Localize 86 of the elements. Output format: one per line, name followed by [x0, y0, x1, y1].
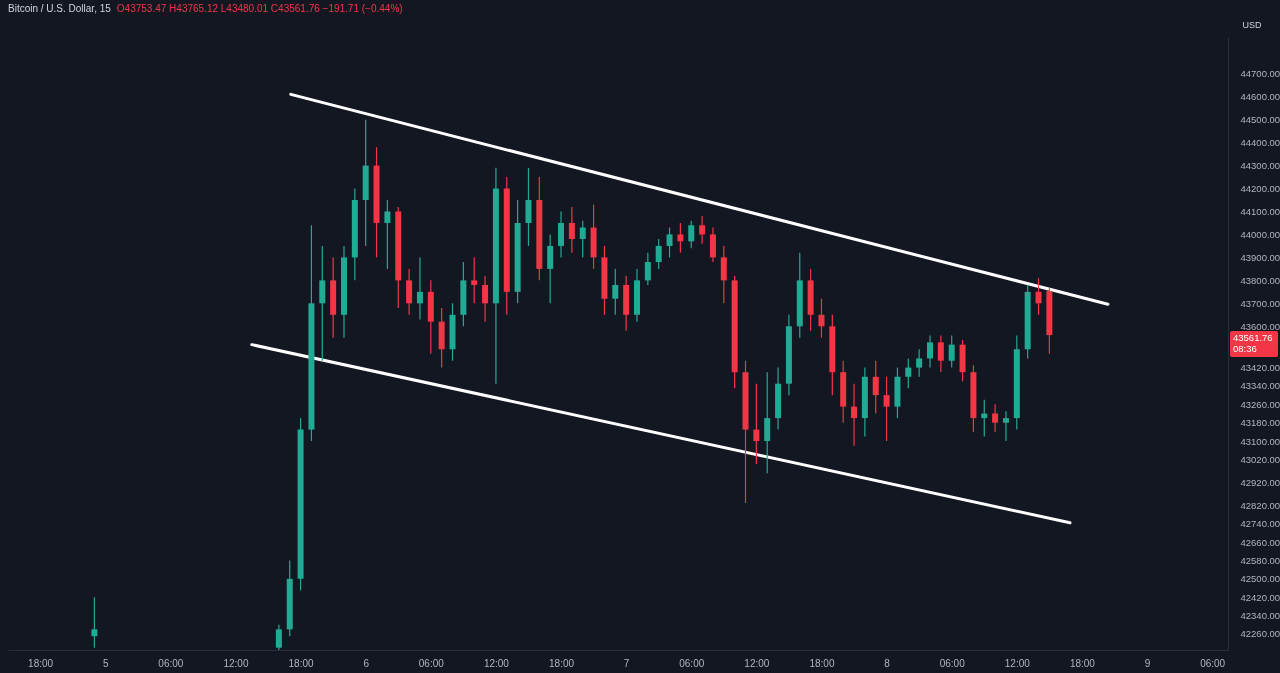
y-tick-label: 43100.00 [1240, 435, 1280, 447]
candlestick [927, 334, 933, 369]
candlestick [612, 268, 619, 316]
y-tick-label: 44700.00 [1240, 68, 1280, 80]
x-tick-label: 06:00 [1200, 657, 1226, 669]
x-tick-label: 06:00 [939, 657, 966, 669]
x-tick-label: 12:00 [744, 657, 770, 669]
x-tick-label: 8 [884, 657, 891, 669]
y-tick-label: 43020.00 [1240, 453, 1280, 465]
y-tick-label: 44300.00 [1240, 160, 1280, 172]
candlestick [1035, 277, 1042, 316]
y-tick-label: 43900.00 [1240, 251, 1280, 263]
y-tick-label: 42420.00 [1240, 591, 1280, 603]
candlestick [720, 245, 727, 304]
candlestick [471, 256, 478, 304]
y-tick-label: 44500.00 [1240, 114, 1280, 126]
y-tick-label: 43700.00 [1240, 297, 1280, 309]
x-tick-label: 9 [1144, 657, 1151, 669]
text: 08:36 [1233, 343, 1257, 355]
candlestick [568, 206, 575, 254]
x-tick-label: 5 [102, 657, 109, 669]
candlestick [275, 624, 282, 651]
candlestick [872, 360, 879, 415]
y-tick-label: 44000.00 [1240, 228, 1280, 240]
y-tick-label: 42920.00 [1240, 476, 1280, 488]
candlestick [916, 348, 923, 378]
y-tick-label: 44400.00 [1240, 137, 1280, 149]
candlestick [644, 252, 651, 286]
candlestick [688, 220, 695, 249]
y-tick-label: 44200.00 [1240, 183, 1280, 195]
y-tick-label: 42580.00 [1240, 554, 1280, 566]
candlestick [937, 334, 944, 373]
candlestick [319, 245, 326, 362]
candlestick [677, 222, 684, 254]
candlestick [1002, 410, 1009, 442]
y-tick-label: 43420.00 [1240, 362, 1280, 374]
y-tick-label: 42500.00 [1240, 573, 1280, 585]
x-tick-label: 6 [363, 657, 370, 669]
candlestick [948, 334, 955, 369]
y-tick-label: 44100.00 [1240, 205, 1280, 217]
x-tick-label: 7 [623, 657, 630, 669]
y-tick-label: 43340.00 [1240, 380, 1280, 392]
candlestick [666, 226, 673, 258]
candlestick [709, 226, 716, 263]
candlestick [547, 233, 554, 304]
x-tick-label: 18:00 [288, 657, 315, 669]
x-tick-label: 18:00 [1069, 657, 1096, 669]
y-tick-label: 43180.00 [1240, 417, 1280, 429]
chart-title: Bitcoin / U.S. Dollar, 15 [8, 3, 111, 14]
x-tick-label: 06:00 [679, 657, 705, 669]
y-tick-label: 42260.00 [1240, 628, 1280, 640]
x-tick-label: 18:00 [809, 657, 835, 669]
candlestick [579, 220, 586, 258]
candlestick [764, 371, 771, 474]
y-axis-title: USD [1242, 19, 1262, 30]
y-tick-label: 42340.00 [1240, 610, 1280, 622]
candlestick [384, 199, 391, 270]
candlestick [416, 256, 423, 320]
x-tick-label: 12:00 [223, 657, 249, 669]
candlestick [905, 357, 912, 389]
x-tick-label: 12:00 [1004, 657, 1031, 669]
x-tick-label: 12:00 [483, 657, 510, 669]
candlestick [851, 383, 858, 447]
candlestick [655, 238, 662, 270]
candlestick [883, 376, 890, 442]
candlestick [525, 167, 532, 247]
x-tick-label: 06:00 [418, 657, 445, 669]
candlestick [558, 210, 565, 258]
y-tick-label: 43260.00 [1240, 398, 1280, 410]
y-tick-label: 44600.00 [1240, 91, 1280, 103]
chart-subtitle: O43753.47 H43765.12 L43480.01 C43561.76 −191.71 (−0.44%) [116, 3, 403, 14]
candlestick [992, 403, 999, 433]
candlestick [482, 275, 489, 323]
y-tick-label: 42740.00 [1240, 518, 1280, 530]
candlestick [818, 298, 825, 339]
candlestick [406, 268, 413, 316]
x-tick-label: 18:00 [549, 657, 575, 669]
text: 43561.76 [1233, 332, 1273, 344]
y-tick-label: 42820.00 [1240, 499, 1280, 511]
y-tick-label: 42660.00 [1240, 536, 1280, 548]
x-tick-label: 18:00 [28, 657, 54, 669]
y-tick-label: 43800.00 [1240, 274, 1280, 286]
candlestick [699, 215, 706, 245]
y-tick-label: 43600.00 [1240, 320, 1280, 332]
candlestick [753, 383, 760, 465]
x-tick-label: 06:00 [158, 657, 184, 669]
